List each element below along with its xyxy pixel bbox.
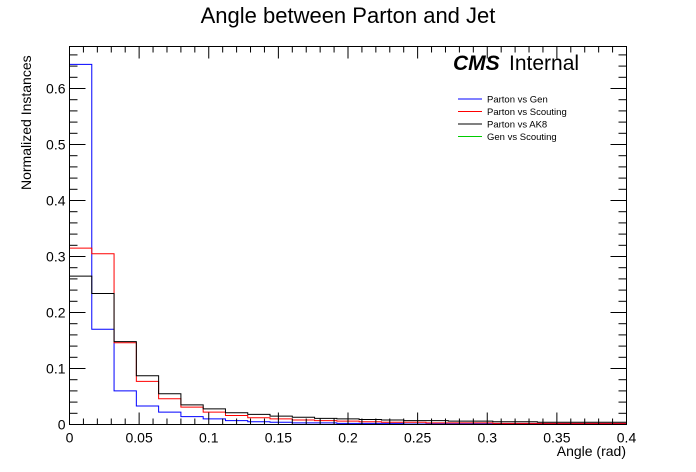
x-tick-label: 0 xyxy=(66,430,74,446)
y-tick-label: 0.1 xyxy=(46,361,66,377)
x-axis-label: Angle (rad) xyxy=(557,443,626,459)
x-tick-label: 0.35 xyxy=(543,430,570,446)
y-tick-label: 0.2 xyxy=(46,305,66,321)
y-tick-label: 0 xyxy=(58,417,66,433)
y-tick-label: 0.5 xyxy=(46,137,66,153)
y-tick-label: 0.6 xyxy=(46,81,66,97)
y-tick-label: 0.3 xyxy=(46,249,66,265)
legend-label-2: Parton vs AK8 xyxy=(487,120,547,131)
series-0-histogram xyxy=(69,63,627,425)
x-tick-label: 0.3 xyxy=(478,430,498,446)
legend-label-1: Parton vs Scouting xyxy=(487,107,567,118)
x-tick-label: 0.25 xyxy=(404,430,431,446)
x-tick-label: 0.1 xyxy=(199,430,219,446)
x-tick-label: 0.4 xyxy=(617,430,637,446)
x-tick-label: 0.15 xyxy=(265,430,292,446)
series-2-histogram xyxy=(69,275,627,425)
chart-title: Angle between Parton and Jet xyxy=(201,3,496,28)
internal-label: Internal xyxy=(509,52,579,75)
y-tick-label: 0.4 xyxy=(46,193,66,209)
x-tick-label: 0.05 xyxy=(126,430,153,446)
y-axis-label: Normalized Instances xyxy=(18,55,34,190)
legend-label-3: Gen vs Scouting xyxy=(487,132,557,143)
x-tick-label: 0.2 xyxy=(338,430,358,446)
cms-label: CMS xyxy=(453,52,500,75)
legend-label-0: Parton vs Gen xyxy=(487,95,548,106)
tick-layer: 0 0.05 0.1 0.15 0.2 0.25 0.3 0.35 0.4 0 0.1 0.2 0.3 0… xyxy=(46,46,637,446)
